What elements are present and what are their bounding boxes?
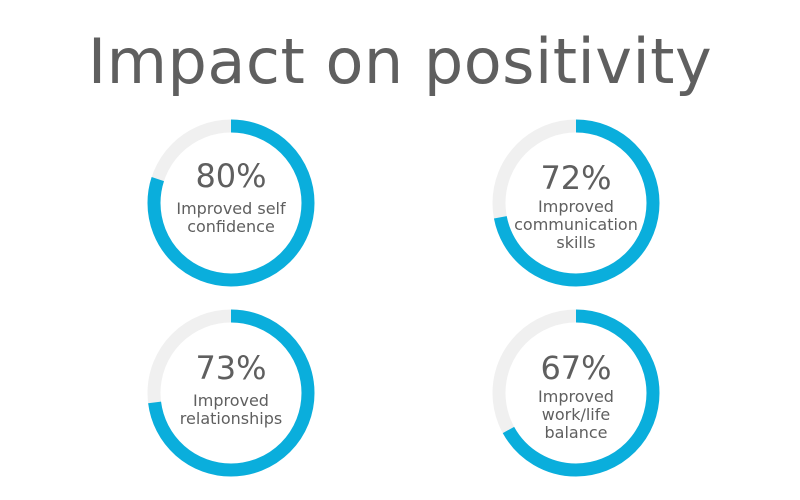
donut-chart-relationships: 73% Improved relationships [146,308,316,478]
donut-svg [147,119,315,287]
donut-label: Improved work/life balance [538,387,614,442]
donut-progress-arc [492,309,660,477]
donut-progress-arc [492,119,660,287]
donut-progress-arc [147,309,315,477]
page-title: Impact on positivity [87,25,713,98]
donut-chart-self-confidence: 80% Improved self confidence [146,118,316,288]
donut-label: Improved communication skills [514,197,638,252]
donut-chart-work-life-balance: 67% Improved work/life balance [491,308,661,478]
donut-svg [492,119,660,287]
donut-svg [147,309,315,477]
donut-label: Improved relationships [179,391,283,428]
donut-value: 72% [540,159,612,197]
donut-value: 73% [195,349,267,387]
donut-progress-arc [147,119,315,287]
donut-chart-communication-skills: 72% Improved communication skills [491,118,661,288]
donut-value: 67% [540,349,612,387]
donut-label: Improved self confidence [176,199,286,236]
donut-svg [492,309,660,477]
donut-value: 80% [195,157,267,195]
